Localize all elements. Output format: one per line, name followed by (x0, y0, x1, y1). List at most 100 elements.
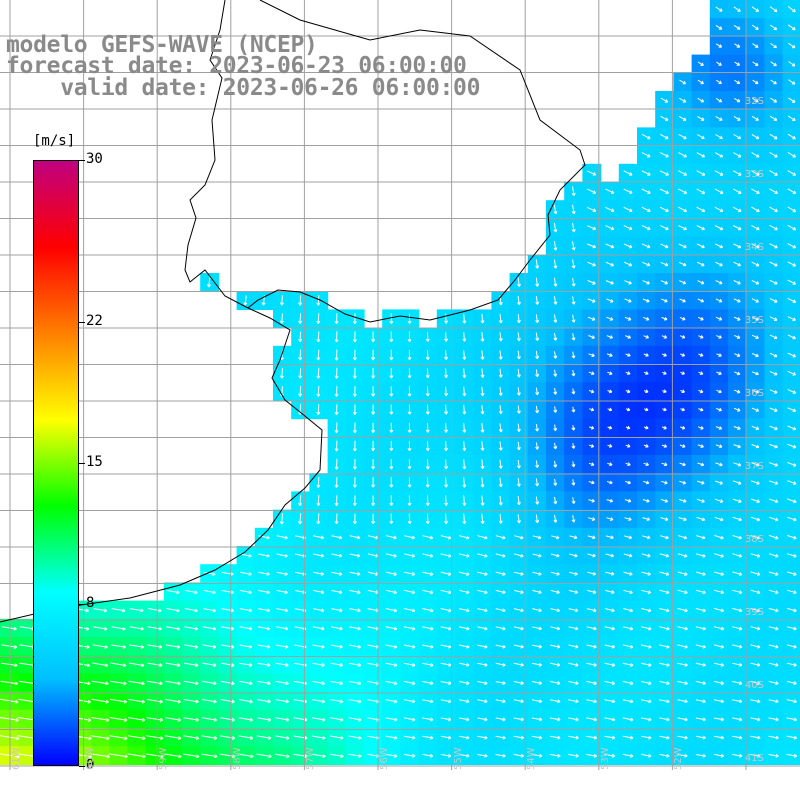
wind-arrow (330, 717, 344, 722)
wind-arrow (751, 462, 760, 467)
wind-arrow (586, 608, 597, 613)
wind-arrow (275, 662, 289, 667)
wind-arrow (201, 753, 218, 759)
wind-arrow (422, 662, 434, 667)
wind-arrow (385, 699, 398, 704)
wind-arrow (587, 535, 596, 540)
wind-arrow (331, 535, 343, 540)
wind-arrow (516, 405, 521, 414)
wind-arrow (330, 699, 344, 704)
wind-arrow (768, 516, 779, 522)
wind-arrow (678, 261, 687, 267)
wind-arrow (389, 422, 394, 433)
wind-arrow (128, 662, 145, 668)
wind-arrow (498, 368, 503, 378)
wind-arrow (403, 753, 416, 758)
wind-arrow (732, 516, 742, 522)
wind-arrow (553, 388, 558, 395)
wind-arrow (129, 644, 145, 649)
wind-arrow (714, 498, 724, 503)
wind-arrow (680, 425, 686, 430)
wind-arrow (498, 423, 503, 433)
wind-arrow (571, 497, 576, 505)
wind-arrow (641, 243, 651, 249)
wind-arrow (715, 115, 723, 121)
wind-arrow (661, 316, 668, 321)
latitude-label: 34S (744, 242, 764, 253)
wind-arrow (407, 495, 412, 506)
wind-arrow (640, 680, 652, 686)
wind-arrow (256, 735, 272, 740)
wind-arrow (732, 170, 742, 176)
wind-arrow (517, 295, 521, 306)
wind-arrow (604, 753, 616, 758)
wind-arrow (714, 206, 724, 213)
latitude-label: 33S (744, 169, 764, 180)
wind-arrow (678, 152, 687, 158)
wind-arrow (622, 717, 634, 722)
wind-arrow (716, 407, 722, 412)
wind-arrow (715, 134, 723, 140)
wind-arrow (389, 459, 394, 470)
colorbar (33, 160, 79, 766)
wind-arrow (516, 332, 521, 342)
wind-arrow (91, 698, 109, 704)
wind-arrow (606, 480, 613, 485)
wind-arrow (334, 367, 339, 379)
wind-arrow (334, 386, 339, 397)
wind-arrow (750, 498, 760, 504)
wind-arrow (659, 626, 670, 631)
wind-arrow (787, 480, 797, 485)
wind-arrow (458, 608, 470, 613)
wind-arrow (606, 298, 614, 303)
wind-arrow (607, 407, 613, 412)
wind-arrow (715, 261, 723, 267)
wind-arrow (769, 425, 778, 431)
wind-arrow (678, 188, 688, 194)
wind-arrow (769, 352, 778, 358)
wind-arrow (239, 644, 253, 649)
wind-arrow (571, 241, 576, 251)
wind-arrow (1, 644, 18, 649)
wind-arrow (604, 699, 616, 704)
latitude-label: 35S (744, 315, 764, 326)
wind-arrow (787, 279, 797, 285)
wind-arrow (498, 459, 503, 469)
wind-arrow (513, 608, 524, 613)
wind-arrow (549, 717, 561, 722)
wind-arrow (202, 680, 217, 686)
wind-arrow (786, 717, 798, 722)
wind-arrow (677, 699, 688, 704)
wind-arrow (371, 440, 376, 452)
wind-arrow (371, 495, 376, 506)
wind-arrow (714, 516, 724, 522)
wind-arrow (440, 699, 452, 704)
wind-arrow (531, 753, 543, 758)
wind-arrow (698, 371, 704, 375)
wind-arrow (279, 295, 284, 306)
wind-arrow (586, 717, 598, 722)
wind-arrow (477, 608, 488, 613)
wind-arrow (220, 680, 235, 686)
wind-arrow (643, 425, 649, 430)
wind-arrow (625, 480, 631, 485)
wind-arrow (625, 335, 631, 339)
wind-arrow (258, 553, 270, 558)
wind-arrow (750, 644, 761, 649)
wind-arrow (750, 571, 761, 576)
wind-arrow (607, 443, 613, 448)
wind-arrow (275, 680, 289, 686)
wind-arrow (0, 698, 19, 704)
wind-arrow (330, 753, 344, 758)
wind-arrow (732, 699, 743, 704)
wind-arrow (732, 626, 743, 631)
wind-arrow (732, 188, 742, 194)
wind-arrow (371, 368, 376, 379)
latitude-label: 37S (744, 461, 764, 472)
wind-arrow (348, 699, 362, 704)
wind-arrow (516, 350, 521, 360)
wind-arrow (219, 753, 236, 759)
title-model: modelo GEFS-WAVE (NCEP) (6, 32, 318, 58)
wind-arrow (257, 644, 271, 649)
wind-arrow (589, 444, 595, 448)
